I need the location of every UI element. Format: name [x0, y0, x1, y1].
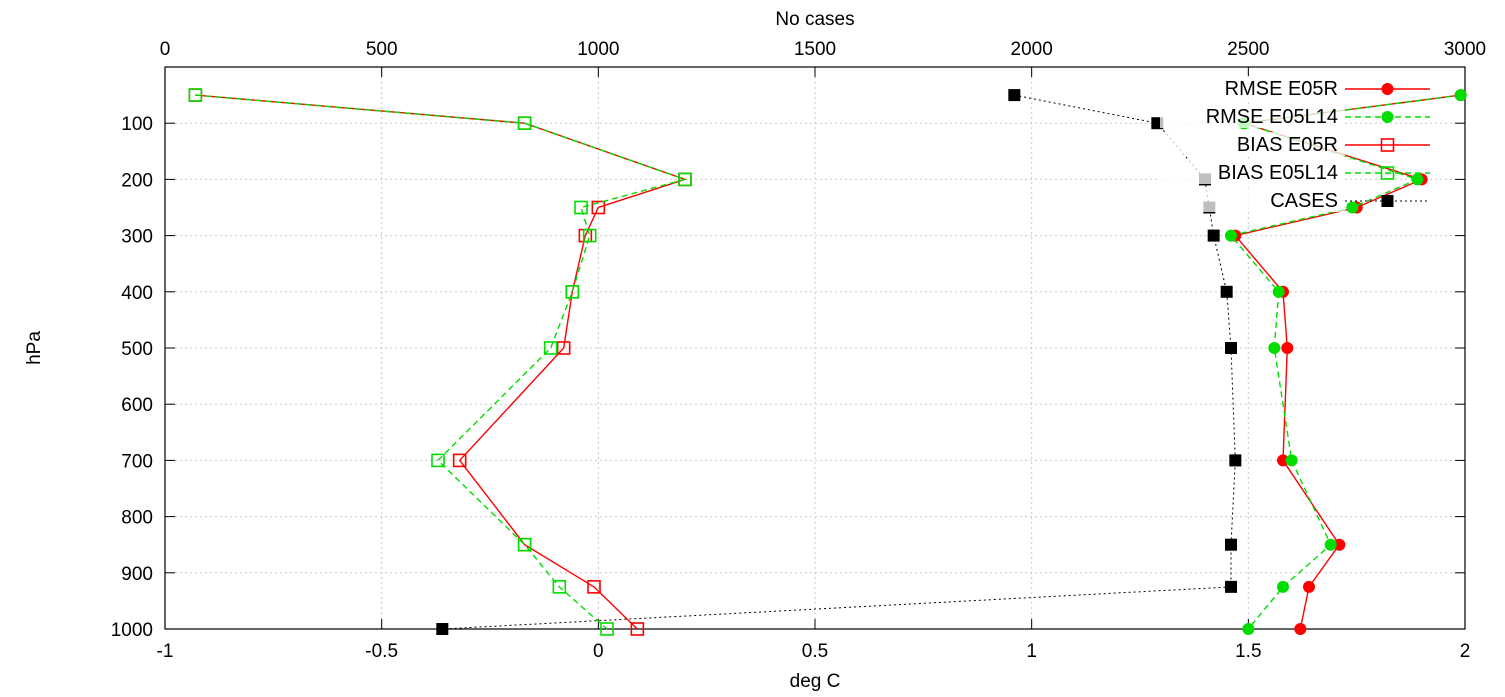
- data-point: [436, 623, 449, 635]
- y-tick-label: 700: [121, 451, 153, 472]
- x-tick-label: 1.5: [1235, 641, 1261, 662]
- data-point: [552, 580, 567, 594]
- y-tick-label: 600: [121, 395, 153, 416]
- x2-tick-label: 1500: [794, 39, 836, 60]
- data-point: [543, 341, 558, 355]
- data-point: [630, 622, 645, 636]
- series-line: [195, 94, 688, 630]
- data-point: [1268, 342, 1281, 354]
- x2-tick-label: 0: [160, 39, 171, 60]
- y-tick-label: 800: [121, 508, 153, 529]
- legend-label: RMSE E05L14: [1206, 106, 1338, 128]
- data-point: [1303, 580, 1315, 593]
- data-point: [188, 88, 203, 102]
- data-point: [1229, 454, 1242, 467]
- y-tick-label: 100: [121, 114, 153, 135]
- legend-label: BIAS E05L14: [1218, 162, 1338, 184]
- data-point: [1207, 229, 1220, 242]
- data-point: [1225, 538, 1237, 551]
- y-axis-title: hPa: [24, 331, 45, 365]
- x2-axis-title: No cases: [775, 9, 854, 30]
- data-point: [517, 116, 532, 130]
- legend-label-bg: [1160, 188, 1345, 212]
- y-tick-label: 1000: [111, 620, 153, 641]
- x-tick-label: -0.5: [365, 641, 398, 662]
- series-line: [442, 94, 1236, 630]
- legend-label: RMSE E05R: [1225, 78, 1338, 100]
- data-point: [431, 453, 445, 468]
- legend-label-bg: [1160, 76, 1345, 100]
- data-point: [574, 200, 588, 215]
- data-point: [600, 622, 614, 636]
- data-point: [1454, 89, 1467, 102]
- x2-tick-label: 500: [366, 39, 398, 60]
- data-point: [587, 580, 601, 594]
- legend-marker: [1380, 166, 1395, 180]
- grid: [165, 67, 1465, 629]
- y-tick-label: 300: [121, 227, 153, 248]
- x2-tick-label: 2500: [1227, 39, 1269, 60]
- data-point: [565, 284, 580, 299]
- y-tick-label: 900: [121, 564, 153, 585]
- series-line: [1229, 94, 1461, 630]
- series-group: [188, 88, 1467, 636]
- data-point: [1272, 285, 1285, 298]
- data-point: [1294, 623, 1307, 635]
- data-point: [1225, 342, 1237, 354]
- data-point: [1225, 580, 1237, 593]
- series-bias-e05l14: [188, 88, 692, 636]
- data-point: [1285, 454, 1298, 467]
- data-point: [1277, 580, 1289, 593]
- data-point: [1220, 285, 1233, 298]
- x2-tick-label: 1000: [577, 39, 619, 60]
- x-tick-label: 2: [1460, 641, 1471, 662]
- legend-label-bg: [1160, 160, 1345, 184]
- data-point: [1281, 342, 1294, 354]
- x2-tick-label: 2000: [1011, 39, 1053, 60]
- legend-marker: [1381, 111, 1394, 123]
- legend-label: CASES: [1270, 190, 1338, 212]
- data-point: [556, 341, 571, 355]
- x-tick-label: 0: [593, 641, 604, 662]
- data-point: [1242, 623, 1255, 635]
- data-point: [517, 537, 532, 552]
- legend-label: BIAS E05R: [1237, 134, 1338, 156]
- legend-marker: [1381, 83, 1394, 95]
- data-point: [582, 228, 597, 243]
- legend-marker: [1381, 195, 1394, 207]
- x-tick-label: -1: [157, 641, 174, 662]
- data-point: [1225, 229, 1237, 242]
- y-tick-label: 500: [121, 339, 153, 360]
- legend-label-bg: [1160, 132, 1345, 156]
- legend-marker: [1380, 138, 1395, 152]
- legend: RMSE E05R RMSE E05L14 BIAS E05R BIAS E05L14…: [1160, 76, 1430, 212]
- y-tick-label: 200: [121, 170, 153, 191]
- y-tick-label: 400: [121, 283, 153, 304]
- data-point: [1346, 201, 1359, 214]
- x-axis-title: deg C: [790, 671, 841, 692]
- data-point: [452, 453, 467, 468]
- x-tick-label: 1: [1026, 641, 1037, 662]
- data-point: [678, 172, 692, 187]
- data-point: [1411, 173, 1424, 186]
- legend-label-bg: [1160, 104, 1345, 128]
- x2-tick-label: 3000: [1444, 39, 1486, 60]
- x-tick-label: 0.5: [802, 641, 828, 662]
- data-point: [1324, 538, 1337, 551]
- data-point: [1008, 89, 1021, 102]
- data-point: [591, 200, 606, 215]
